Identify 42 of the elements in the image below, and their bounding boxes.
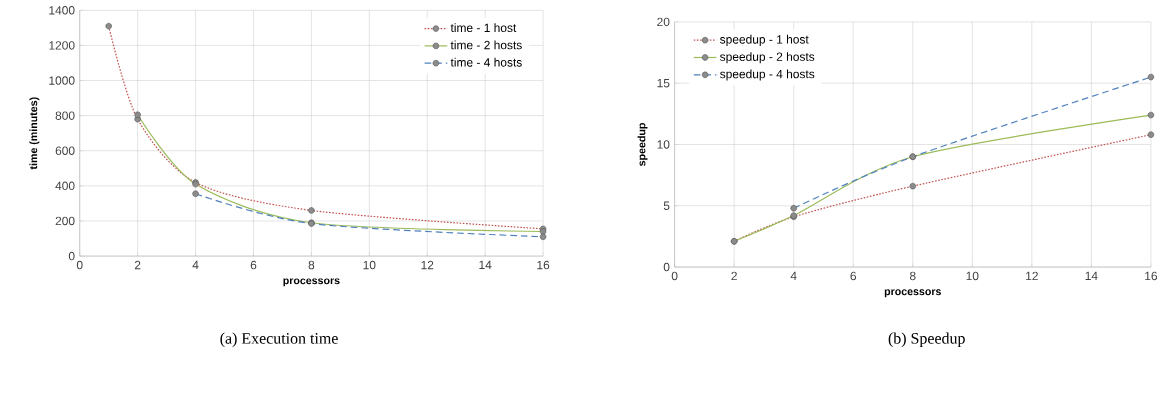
x-tick-label: 10 (363, 261, 376, 270)
x-tick-label: 12 (1026, 271, 1038, 281)
x-tick-label: 6 (250, 261, 257, 270)
x-tick-label: 10 (966, 271, 979, 281)
y-tick-label: 15 (657, 79, 670, 88)
x-tick-label: 2 (731, 271, 737, 281)
x-tick-label: 16 (537, 261, 550, 270)
y-tick-label: 200 (55, 216, 75, 226)
x-tick-label: 14 (479, 261, 492, 270)
x-tick-label: 4 (192, 261, 199, 270)
x-tick-label: 8 (909, 271, 916, 281)
y-tick-label: 1400 (49, 6, 75, 15)
legend-label: speedup - 2 hosts (720, 52, 815, 64)
y-axis-title: speedup (637, 123, 648, 167)
y-tick-label: 1000 (49, 76, 75, 85)
y-tick-label: 800 (55, 111, 75, 121)
x-tick-label: 14 (1085, 271, 1098, 281)
x-tick-label: 12 (421, 261, 434, 270)
legend-label: time - 4 hosts (450, 58, 522, 67)
x-tick-label: 0 (671, 271, 678, 281)
legend-label: speedup - 4 hosts (720, 69, 815, 81)
x-tick-label: 2 (134, 261, 141, 270)
y-tick-label: 1200 (49, 41, 75, 50)
y-tick-label: 10 (657, 140, 670, 149)
y-tick-label: 600 (55, 146, 75, 156)
x-tick-label: 16 (1145, 271, 1158, 281)
x-tick-label: 0 (76, 261, 83, 270)
legend-label: speedup - 1 host (720, 35, 809, 47)
y-axis-title: time (minutes) (29, 97, 40, 170)
text: (b) Speedup (888, 332, 965, 348)
y-tick-label: 400 (55, 181, 75, 191)
legend-label: time - 2 hosts (450, 40, 522, 50)
x-tick-label: 8 (308, 261, 315, 270)
x-axis-title: processors (884, 289, 941, 298)
y-tick-label: 20 (657, 17, 670, 27)
x-tick-label: 6 (850, 271, 857, 281)
y-tick-label: 0 (68, 252, 75, 261)
text: (a) Execution time (220, 332, 338, 348)
y-tick-label: 5 (663, 201, 670, 211)
x-axis-title: processors (283, 278, 340, 287)
legend-label: time - 1 host (450, 23, 517, 33)
x-tick-label: 4 (790, 271, 797, 281)
